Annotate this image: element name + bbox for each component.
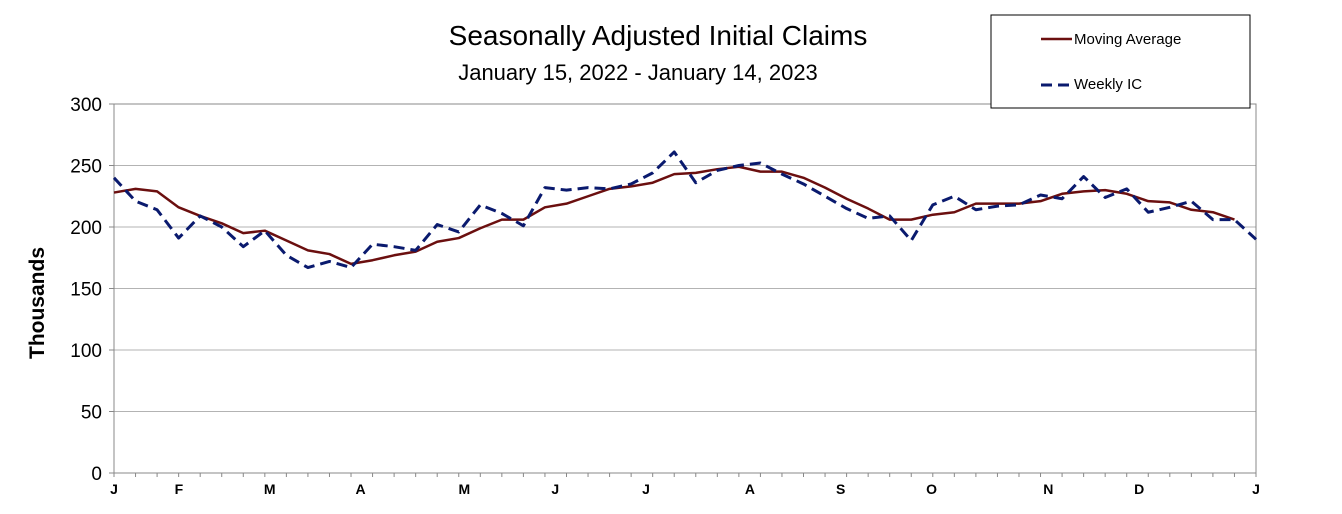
- x-tick-label: M: [459, 481, 471, 497]
- y-tick-label: 200: [70, 218, 102, 239]
- chart-title: Seasonally Adjusted Initial Claims: [449, 20, 868, 51]
- y-tick-label: 150: [70, 280, 102, 301]
- x-tick-label: A: [356, 481, 366, 497]
- y-tick-label: 0: [91, 464, 102, 485]
- y-tick-label: 50: [81, 403, 102, 424]
- x-tick-label: J: [642, 481, 650, 497]
- x-tick-label: M: [264, 481, 276, 497]
- x-tick-label: N: [1043, 481, 1053, 497]
- legend-box: [990, 14, 1251, 109]
- y-tick-label: 250: [70, 157, 102, 178]
- x-tick-label: J: [1252, 481, 1260, 497]
- legend-label-moving-average: Moving Average: [1074, 31, 1181, 48]
- x-tick-label: A: [745, 481, 755, 497]
- series-line-moving-average: [113, 165, 1235, 266]
- x-tick-label: S: [836, 481, 845, 497]
- y-tick-label: 100: [70, 341, 102, 362]
- chart-subtitle: January 15, 2022 - January 14, 2023: [458, 60, 818, 85]
- x-tick-label: J: [551, 481, 559, 497]
- series-lines: [112, 150, 1258, 270]
- y-axis-ticks: 0 50 100 150 200 250 300: [70, 95, 114, 485]
- x-tick-label: D: [1134, 481, 1144, 497]
- legend: Moving Average Weekly IC: [990, 14, 1251, 109]
- x-tick-label: F: [175, 481, 184, 497]
- grid-lines: [114, 165, 1256, 412]
- legend-label-weekly-ic: Weekly IC: [1074, 76, 1142, 93]
- y-axis-label: Thousands: [26, 247, 49, 359]
- x-tick-label: O: [926, 481, 937, 497]
- x-tick-label: J: [110, 481, 118, 497]
- series-line-weekly-ic: [112, 150, 1258, 270]
- y-tick-label: 300: [70, 95, 102, 116]
